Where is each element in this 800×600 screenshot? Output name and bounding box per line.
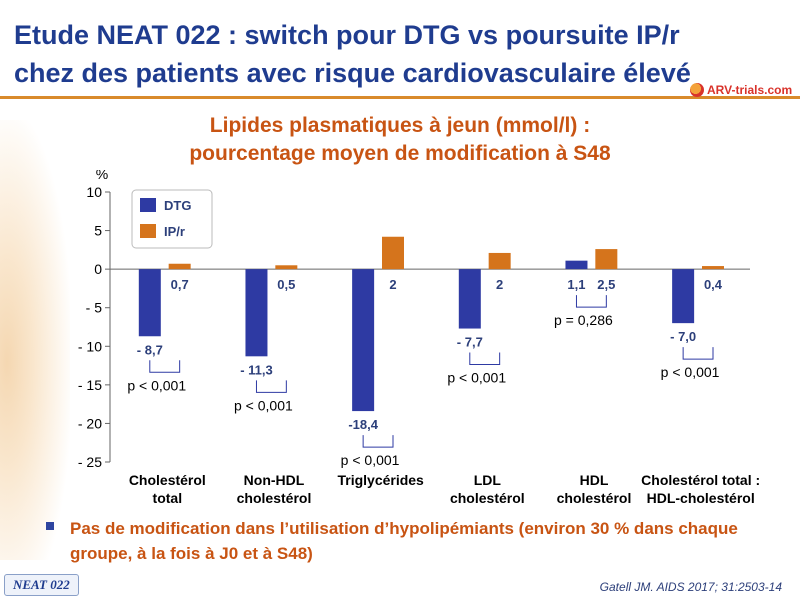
lipid-bar-chart: 10 5 0 - 5 - 10 - 15 - 20 - 25% - 8,7 0,7 p < 0,00…: [60, 166, 780, 515]
category-label: Cholestérol total :: [641, 472, 760, 488]
category-label: Non-HDL: [244, 472, 305, 488]
bar-ipr: [168, 263, 191, 270]
bar-ipr: [702, 266, 724, 270]
data-label-dtg: - 8,7: [137, 342, 163, 357]
chart-title-line: Lipides plasmatiques à jeun (mmol/l) :: [209, 114, 591, 137]
data-label-dtg: - 11,3: [240, 362, 273, 377]
y-tick-label: 0: [94, 261, 102, 277]
bar-dtg: [352, 269, 375, 412]
bullet-icon: [46, 522, 54, 530]
data-label-ipr: 0,5: [277, 277, 295, 292]
data-label-dtg: - 7,7: [457, 335, 483, 350]
category-label: cholestérol: [450, 490, 525, 506]
citation: Gatell JM. AIDS 2017; 31:2503-14: [599, 580, 782, 594]
y-tick-label: - 25: [78, 454, 102, 470]
bar-dtg: [672, 269, 695, 324]
p-value-bracket: [682, 347, 714, 360]
y-tick-label: - 15: [78, 377, 102, 393]
p-value-bracket: [575, 295, 607, 308]
category-label: HDL-cholestérol: [647, 490, 755, 506]
bar-dtg: [245, 269, 268, 357]
category-label: cholestérol: [237, 490, 312, 506]
arv-trials-logo: ARV-trials.com: [690, 80, 800, 100]
bar-ipr: [595, 249, 618, 270]
logo-icon: [690, 83, 704, 97]
bar-dtg: [565, 260, 588, 270]
p-value-label: p < 0,001: [234, 397, 293, 413]
category-label: LDL: [474, 472, 502, 488]
chart-title-line: pourcentage moyen de modification à S48: [189, 142, 611, 165]
title-line: chez des patients avec risque cardiovasc…: [14, 58, 691, 88]
category-label: Triglycérides: [337, 472, 424, 488]
background-decoration: [0, 120, 70, 560]
logo-text: ARV-trials.com: [707, 83, 793, 97]
y-axis-label: %: [96, 170, 108, 182]
category-label: HDL: [580, 472, 609, 488]
y-tick-label: - 10: [78, 338, 102, 354]
bar-ipr: [488, 252, 511, 270]
p-value-bracket: [469, 352, 501, 366]
legend-label: DTG: [164, 198, 191, 213]
data-label-dtg: - 7,0: [670, 329, 696, 344]
p-value-label: p < 0,001: [127, 377, 186, 393]
slide-title: Etude NEAT 022 : switch pour DTG vs pour…: [14, 16, 714, 92]
y-tick-label: 10: [86, 184, 102, 200]
category-label: cholestérol: [557, 490, 632, 506]
bar-dtg: [458, 269, 481, 329]
p-value-bracket: [255, 380, 287, 393]
p-value-bracket: [362, 435, 394, 448]
title-divider: [0, 96, 800, 99]
chart-svg: 10 5 0 - 5 - 10 - 15 - 20 - 25% - 8,7 0,7 p < 0,00…: [78, 166, 760, 506]
bar-ipr: [382, 236, 404, 270]
p-value-label: p = 0,286: [554, 312, 613, 328]
p-value-label: p < 0,001: [341, 452, 400, 468]
category-label: total: [153, 490, 183, 506]
legend-swatch: [140, 224, 156, 238]
y-tick-label: - 20: [78, 415, 102, 431]
footnote-text: Pas de modification dans l’utilisation d…: [70, 519, 738, 563]
footnote: Pas de modification dans l’utilisation d…: [46, 516, 746, 566]
bar-dtg: [138, 269, 161, 337]
y-tick-label: - 5: [86, 300, 103, 316]
y-tick-label: 5: [94, 223, 102, 239]
p-value-bracket: [149, 360, 181, 373]
legend-label: IP/r: [164, 224, 185, 239]
p-value-label: p < 0,001: [447, 370, 506, 386]
data-label-dtg: 1,1: [567, 277, 585, 292]
data-label-ipr: 2,5: [597, 277, 615, 292]
chart-title: Lipides plasmatiques à jeun (mmol/l) : p…: [0, 112, 800, 168]
data-label-ipr: 2: [496, 277, 503, 292]
legend-swatch: [140, 198, 156, 212]
study-badge: NEAT 022: [4, 574, 79, 596]
data-label-dtg: -18,4: [348, 417, 378, 432]
title-line: Etude NEAT 022 : switch pour DTG vs pour…: [14, 20, 680, 50]
data-label-ipr: 0,4: [704, 277, 723, 292]
data-label-ipr: 0,7: [171, 277, 189, 292]
category-label: Cholestérol: [129, 472, 206, 488]
data-label-ipr: 2: [389, 277, 396, 292]
p-value-label: p < 0,001: [661, 364, 720, 380]
bar-ipr: [275, 265, 298, 270]
